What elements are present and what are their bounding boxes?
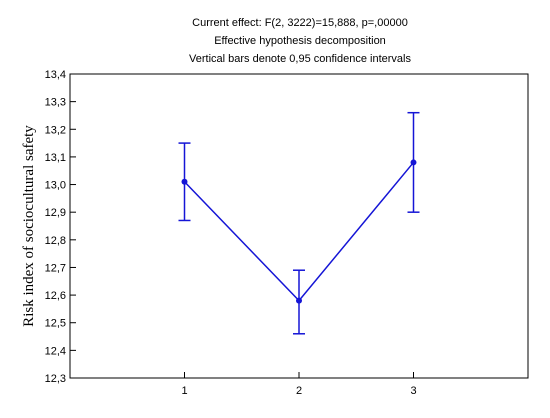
y-tick-label: 12,5 xyxy=(45,318,66,330)
y-tick-label: 13,1 xyxy=(45,152,66,164)
y-axis-label: Risk index of sociocultural safety xyxy=(21,125,37,327)
data-point xyxy=(410,159,417,166)
chart-subtitle-2: Vertical bars denote 0,95 confidence int… xyxy=(189,53,411,65)
y-tick-label: 13,2 xyxy=(45,124,66,136)
data-point xyxy=(181,178,188,185)
chart-subtitle: Effective hypothesis decomposition xyxy=(214,35,386,47)
y-axis: 12,3 12,4 12,5 12,6 12,7 12,8 12,9 13,0 13,1 13,2… xyxy=(45,69,76,385)
y-tick-label: 13,3 xyxy=(45,97,66,109)
y-tick-label: 12,7 xyxy=(45,262,66,274)
x-axis: 1 2 3 xyxy=(181,372,417,397)
y-tick-label: 12,6 xyxy=(45,290,66,302)
chart-title-block: Current effect: F(2, 3222)=15,888, p=,00… xyxy=(189,17,411,65)
data-point xyxy=(296,297,302,304)
series-layer xyxy=(178,111,420,335)
y-tick-label: 13,0 xyxy=(45,180,66,192)
chart-title: Current effect: F(2, 3222)=15,888, p=,00… xyxy=(192,17,408,29)
x-tick-label: 1 xyxy=(181,385,187,397)
y-tick-label: 12,4 xyxy=(45,345,66,357)
x-tick-label: 2 xyxy=(296,385,302,397)
y-tick-label: 12,3 xyxy=(45,373,66,385)
y-tick-label: 13,4 xyxy=(45,69,66,81)
y-tick-label: 12,9 xyxy=(45,207,66,219)
x-tick-label: 3 xyxy=(410,385,416,397)
y-tick-label: 12,8 xyxy=(45,235,66,247)
